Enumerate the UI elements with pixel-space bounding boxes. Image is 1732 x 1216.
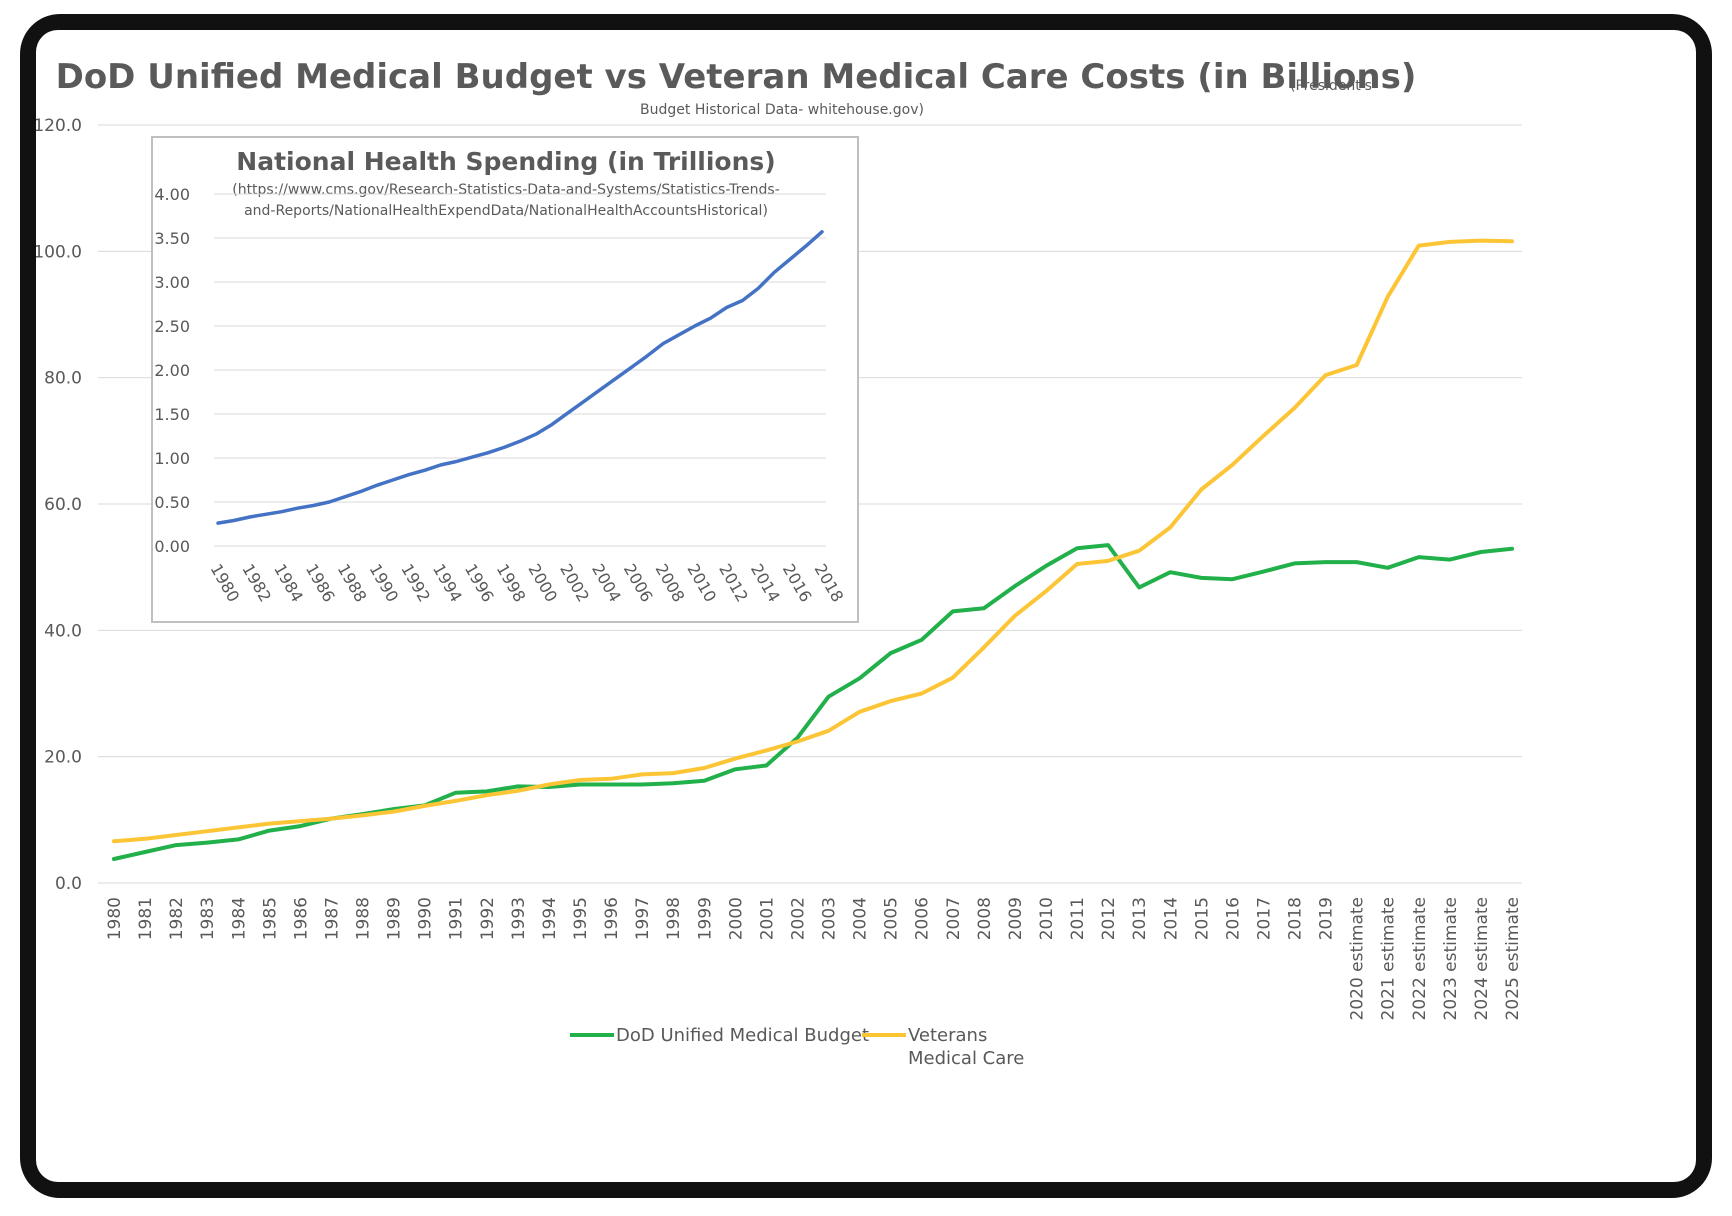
- inset-y-tick-label: 0.50: [154, 493, 190, 512]
- main-x-tick-label: 2007: [944, 897, 964, 940]
- inset-y-tick-label: 0.00: [154, 537, 190, 556]
- main-y-tick-label: 0.0: [55, 874, 82, 894]
- main-chart-subtitle-line2: Budget Historical Data- whitehouse.gov): [640, 102, 924, 118]
- main-x-tick-label: 2022 estimate: [1410, 897, 1430, 1020]
- inset-chart-subtitle-line2: and-Reports/NationalHealthExpendData/Nat…: [244, 203, 768, 219]
- main-x-tick-label: 2008: [975, 897, 995, 940]
- inset-series-line: [216, 230, 824, 525]
- main-x-tick-label: 1988: [354, 897, 374, 940]
- inset-gridlines: [214, 193, 826, 547]
- inset-y-tick-label: 1.50: [154, 405, 190, 424]
- main-x-tick-label: 1997: [633, 897, 653, 940]
- main-x-tick-label: 2001: [757, 897, 777, 940]
- main-x-tick-label: 2012: [1099, 897, 1119, 940]
- main-x-tick-label: 1992: [478, 897, 498, 940]
- inset-y-tick-label: 1.00: [154, 449, 190, 468]
- main-x-tick-label: 1991: [447, 897, 467, 940]
- main-x-tick-label: 2018: [1286, 897, 1306, 940]
- inset-y-tick-label: 2.50: [154, 317, 190, 336]
- inset-chart-title: National Health Spending (in Trillions): [236, 147, 775, 176]
- inset-y-tick-labels: 0.00 0.50 1.00 1.50 2.00 2.50 3.00 3.50 4.00: [154, 185, 190, 556]
- main-y-tick-label: 60.0: [44, 495, 82, 515]
- main-y-tick-label: 120.0: [36, 116, 82, 136]
- main-x-tick-label: 2025 estimate: [1503, 897, 1523, 1020]
- main-x-tick-label: 2016: [1223, 897, 1243, 940]
- main-x-tick-label: 1985: [260, 897, 280, 940]
- main-x-tick-label: 1987: [322, 897, 342, 940]
- main-x-tick-label: 2005: [882, 897, 902, 940]
- legend-label-dod: DoD Unified Medical Budget: [616, 1025, 869, 1046]
- main-x-tick-label: 1986: [291, 897, 311, 940]
- inset-y-tick-label: 2.00: [154, 361, 190, 380]
- chart-area: 0.0 20.0 40.0 60.0 80.0 100.0 120.0 1980 1981 19…: [36, 30, 1696, 1182]
- main-x-tick-label: 2017: [1254, 897, 1274, 940]
- main-x-tick-label: 2004: [851, 897, 871, 940]
- inset-chart-border: [151, 136, 859, 623]
- main-x-tick-label: 2019: [1317, 897, 1337, 940]
- main-y-tick-label: 40.0: [44, 621, 82, 641]
- main-x-tick-label: 1983: [198, 897, 218, 940]
- main-x-tick-labels: 1980 1981 1982 1983 1984 1985 1986 1987 1988 1989…: [105, 897, 1523, 1020]
- main-x-tick-label: 1990: [416, 897, 436, 940]
- main-x-tick-label: 2006: [913, 897, 933, 940]
- legend-label-veterans-line1: Veterans: [908, 1025, 987, 1046]
- series-line-national-health: [216, 230, 824, 525]
- main-x-tick-label: 2003: [820, 897, 840, 940]
- inset-y-tick-label: 3.50: [154, 229, 190, 248]
- main-x-tick-label: 1980: [105, 897, 125, 940]
- main-x-tick-label: 1998: [664, 897, 684, 940]
- main-x-tick-label: 2013: [1130, 897, 1150, 940]
- main-x-tick-label: 2024 estimate: [1472, 897, 1492, 1020]
- inset-y-tick-label: 3.00: [154, 273, 190, 292]
- main-x-tick-label: 2002: [788, 897, 808, 940]
- main-chart-subtitle-line1: (President's: [1290, 78, 1372, 94]
- main-x-tick-label: 1993: [509, 897, 529, 940]
- inset-y-tick-label: 4.00: [154, 185, 190, 204]
- main-x-tick-label: 2015: [1192, 897, 1212, 940]
- inset-chart-subtitle-line1: (https://www.cms.gov/Research-Statistics…: [232, 182, 780, 198]
- main-x-tick-label: 2021 estimate: [1379, 897, 1399, 1020]
- main-x-tick-label: 1989: [385, 897, 405, 940]
- main-x-tick-label: 2000: [726, 897, 746, 940]
- main-x-tick-label: 2010: [1037, 897, 1057, 940]
- main-x-tick-label: 2020 estimate: [1348, 897, 1368, 1020]
- main-x-tick-label: 2011: [1068, 897, 1088, 940]
- main-y-tick-label: 20.0: [44, 748, 82, 768]
- main-x-tick-label: 1984: [229, 897, 249, 940]
- main-x-tick-label: 1996: [602, 897, 622, 940]
- main-x-tick-label: 1982: [167, 897, 187, 940]
- main-series-lines: [112, 238, 1514, 861]
- legend-label-veterans-line2: Medical Care: [908, 1048, 1024, 1069]
- main-chart-title: DoD Unified Medical Budget vs Veteran Me…: [56, 57, 1417, 97]
- main-y-tick-labels: 0.0 20.0 40.0 60.0 80.0 100.0 120.0: [36, 116, 82, 894]
- main-x-tick-label: 2009: [1006, 897, 1026, 940]
- main-x-tick-label: 1994: [540, 897, 560, 940]
- main-y-tick-label: 80.0: [44, 369, 82, 389]
- main-x-tick-label: 1995: [571, 897, 591, 940]
- main-x-tick-label: 2014: [1161, 897, 1181, 940]
- main-x-tick-label: 1981: [136, 897, 156, 940]
- main-y-tick-label: 100.0: [36, 242, 82, 262]
- main-x-tick-label: 2023 estimate: [1441, 897, 1461, 1020]
- series-line-veterans: [112, 238, 1514, 844]
- main-x-tick-label: 1999: [695, 897, 715, 940]
